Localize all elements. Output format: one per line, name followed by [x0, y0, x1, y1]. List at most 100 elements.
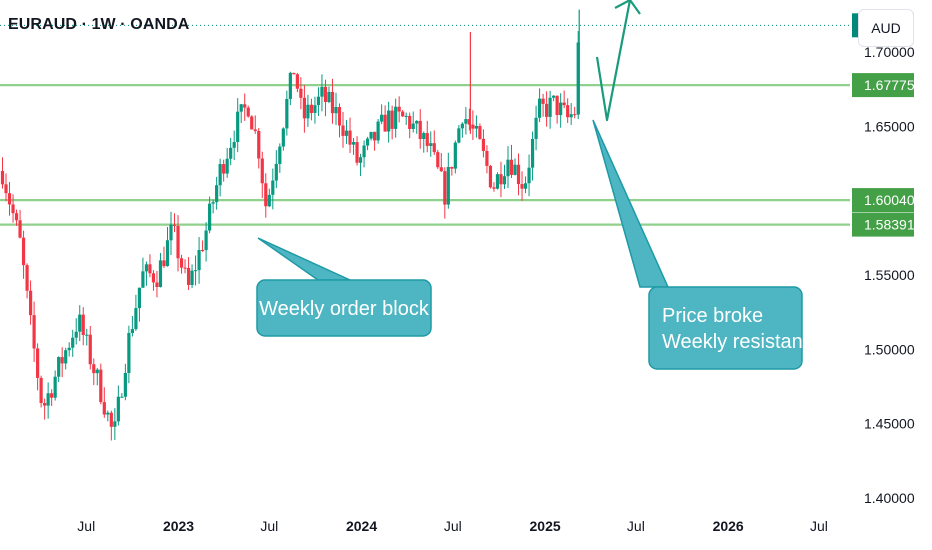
- candle-120: [422, 131, 426, 153]
- candle-51: [179, 254, 184, 274]
- candle-156: [548, 90, 552, 129]
- candle-54: [190, 264, 194, 288]
- candle-147: [516, 153, 521, 196]
- candle-103: [362, 140, 366, 168]
- candle-59: [208, 196, 212, 234]
- candle-116: [408, 112, 412, 139]
- candle-75: [264, 173, 268, 218]
- callout-breakout-tail: [592, 119, 670, 288]
- chart-title: EURAUD · 1W · OANDA: [8, 16, 190, 33]
- callout-order-block[interactable]: [256, 279, 432, 337]
- level-lines: [0, 24, 850, 226]
- candle-87: [306, 94, 310, 127]
- candle-134: [471, 110, 475, 141]
- candle-124: [436, 149, 440, 170]
- candle-97: [341, 111, 345, 148]
- candle-0: [0, 157, 5, 189]
- candle-60: [211, 199, 215, 214]
- candle-143: [502, 164, 507, 190]
- candle-84: [295, 72, 299, 93]
- candle-62: [218, 158, 222, 197]
- callout-breakout[interactable]: [648, 286, 803, 370]
- candle-83: [292, 72, 296, 75]
- candle-117: [411, 111, 415, 133]
- candle-7: [25, 263, 29, 299]
- candle-30: [106, 410, 110, 422]
- candle-86: [302, 85, 306, 133]
- candle-46: [162, 246, 166, 269]
- candle-47: [165, 226, 170, 267]
- candle-25: [88, 326, 92, 370]
- candle-164: [576, 30, 580, 120]
- candle-138: [485, 145, 489, 174]
- candle-148: [520, 171, 524, 201]
- candle-94: [330, 78, 335, 124]
- candle-122: [429, 131, 433, 157]
- candle-36: [127, 325, 131, 384]
- candle-137: [481, 129, 486, 158]
- candle-132: [464, 107, 468, 135]
- candle-29: [102, 387, 106, 418]
- callout-order-block-tail: [257, 237, 351, 281]
- candle-23: [81, 307, 85, 346]
- candle-135: [474, 115, 479, 138]
- callout-order-block-text: Weekly order block: [259, 298, 430, 320]
- candle-113: [397, 96, 401, 123]
- candle-114: [401, 110, 405, 117]
- y-tick-label: 1.55000: [864, 267, 915, 283]
- candle-90: [316, 87, 321, 116]
- candle-130: [457, 124, 461, 144]
- candle-32: [113, 408, 117, 440]
- candle-126: [443, 167, 447, 219]
- candle-162: [569, 103, 573, 125]
- candle-26: [92, 358, 96, 385]
- candle-63: [222, 159, 226, 182]
- drawings[interactable]: Weekly order block Price broke Weekly resi…: [256, 0, 809, 370]
- candle-31: [109, 410, 113, 441]
- level-tag-label: 1.67775: [864, 77, 915, 93]
- candle-69: [243, 93, 247, 121]
- candle-61: [215, 176, 219, 210]
- y-tick-label: 1.70000: [864, 44, 915, 60]
- candle-82: [288, 71, 292, 106]
- candle-104: [365, 136, 370, 151]
- x-tick-label: 2023: [163, 518, 194, 534]
- candle-34: [120, 393, 124, 398]
- candle-27: [95, 367, 99, 386]
- candle-57: [200, 240, 205, 253]
- candle-123: [432, 130, 436, 155]
- candle-9: [32, 301, 36, 362]
- level-tag-label: 1.60040: [864, 192, 915, 208]
- price-axis[interactable]: 1.40000 1.45000 1.50000 1.55000 1.65000 1.700…: [850, 0, 932, 550]
- candle-144: [506, 146, 510, 189]
- candle-17: [60, 347, 64, 378]
- y-tick-label: 1.45000: [864, 416, 915, 432]
- candle-108: [380, 104, 384, 125]
- candle-35: [123, 363, 127, 401]
- x-tick-label: Jul: [444, 518, 462, 534]
- candle-73: [257, 127, 261, 169]
- candle-153: [537, 88, 542, 123]
- candle-39: [137, 287, 142, 322]
- time-axis[interactable]: Jul 2023 Jul 2024 Jul 2025 Jul 2026 Jul: [77, 518, 828, 534]
- candle-42: [148, 254, 152, 278]
- candle-155: [545, 91, 549, 127]
- candle-88: [309, 98, 314, 121]
- level-tag: [852, 188, 914, 213]
- currency-button[interactable]: AUD: [858, 9, 914, 47]
- candle-33: [116, 385, 120, 426]
- candle-133: [467, 108, 471, 131]
- candle-129: [453, 140, 457, 174]
- candle-119: [418, 109, 422, 149]
- candle-100: [351, 138, 356, 155]
- candle-77: [271, 168, 275, 210]
- candle-127: [446, 152, 450, 209]
- candle-81: [285, 90, 289, 136]
- candle-38: [134, 294, 138, 331]
- candle-139: [488, 164, 493, 189]
- projection-arrow[interactable]: [595, 0, 632, 122]
- candle-74: [260, 151, 264, 199]
- callout-breakout-text-line: Price broke: [662, 305, 763, 327]
- candle-125: [439, 153, 443, 173]
